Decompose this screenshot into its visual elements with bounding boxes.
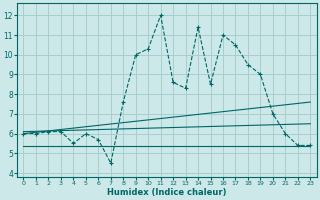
X-axis label: Humidex (Indice chaleur): Humidex (Indice chaleur) <box>107 188 227 197</box>
